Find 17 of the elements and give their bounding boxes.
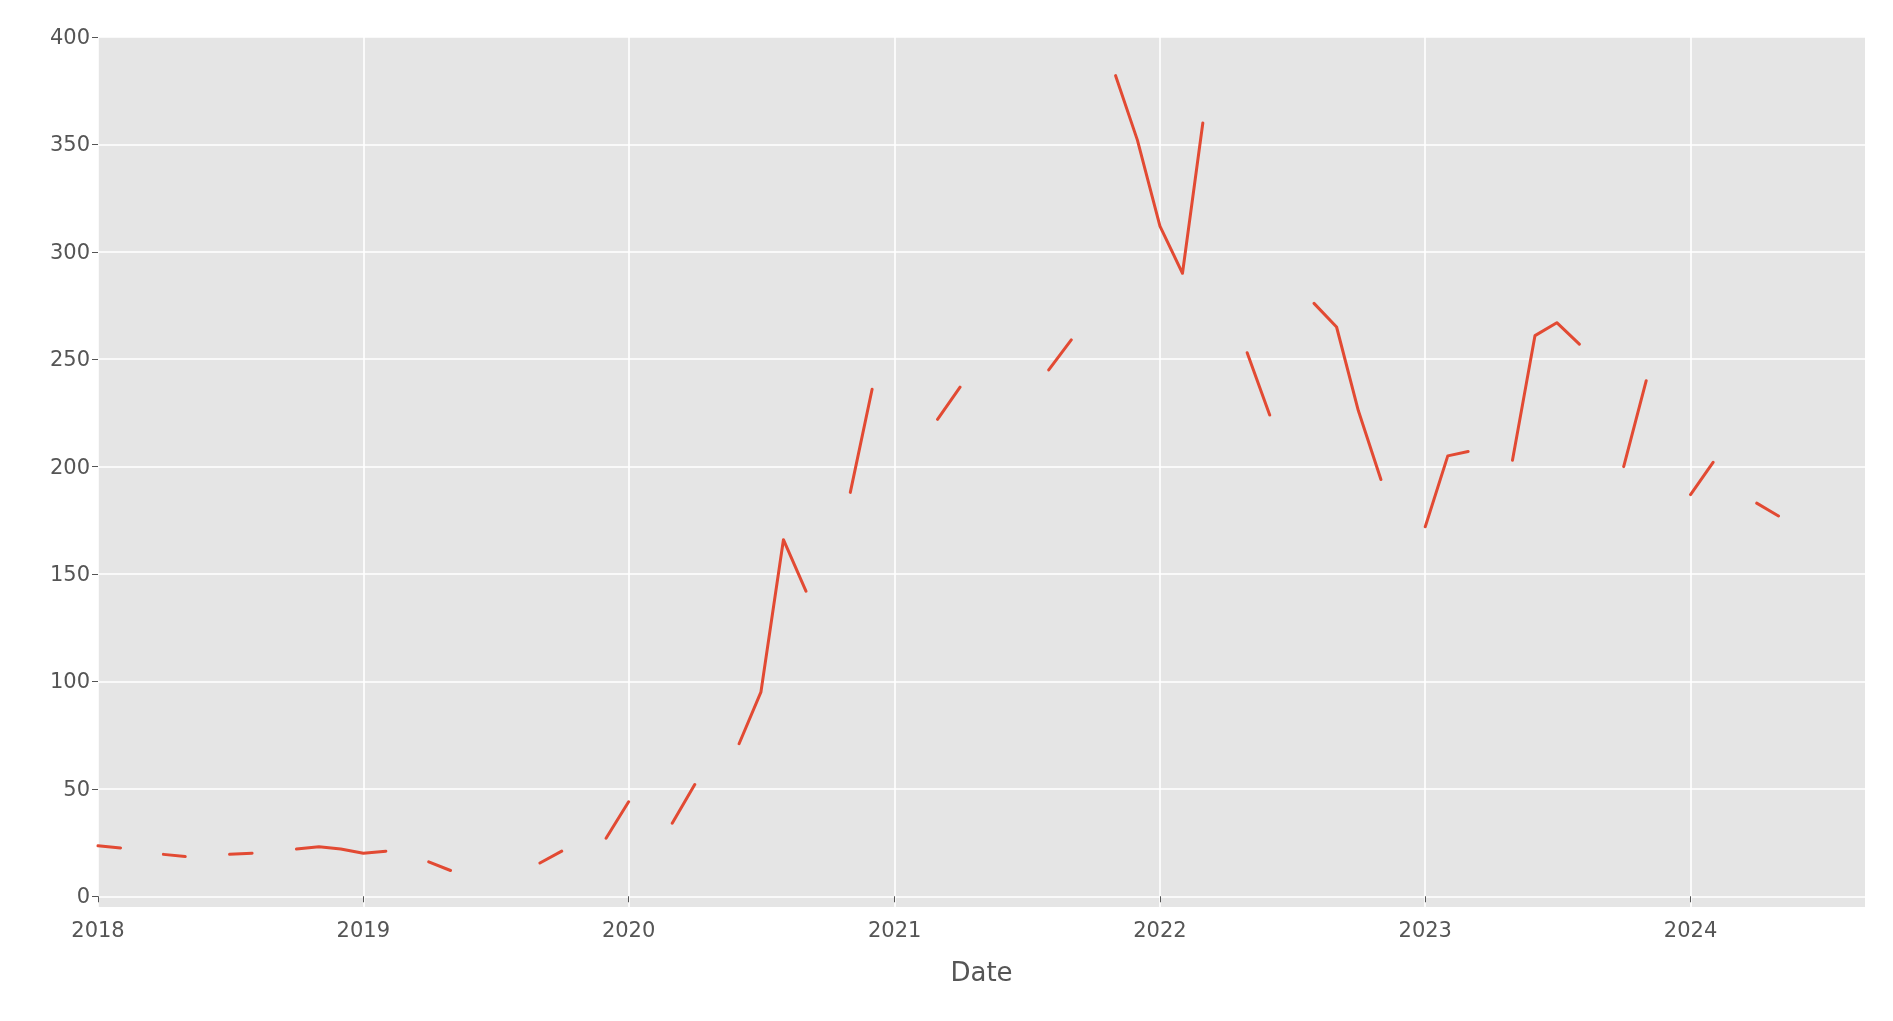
x-tick-label: 2021 [867,917,922,942]
x-axis-title: Date [950,957,1013,987]
x-tick-label: 2022 [1133,917,1187,942]
y-tick-label: 200 [49,454,90,479]
x-tick-label: 2023 [1398,917,1452,942]
y-tick-label: 50 [63,776,90,801]
y-tick-label: 0 [76,884,90,909]
x-tick-label: 2020 [601,917,656,942]
y-tick-label: 100 [49,669,90,694]
y-tick-label: 400 [49,25,90,49]
y-tick-label: 300 [49,239,90,264]
y-tick-label: 150 [49,562,90,587]
y-tick-label: 250 [49,347,90,372]
y-tick-label: 350 [49,132,90,157]
x-tick-label: 2018 [71,917,125,942]
x-tick-label: 2019 [336,917,391,942]
x-tick-label: 2024 [1663,917,1718,942]
